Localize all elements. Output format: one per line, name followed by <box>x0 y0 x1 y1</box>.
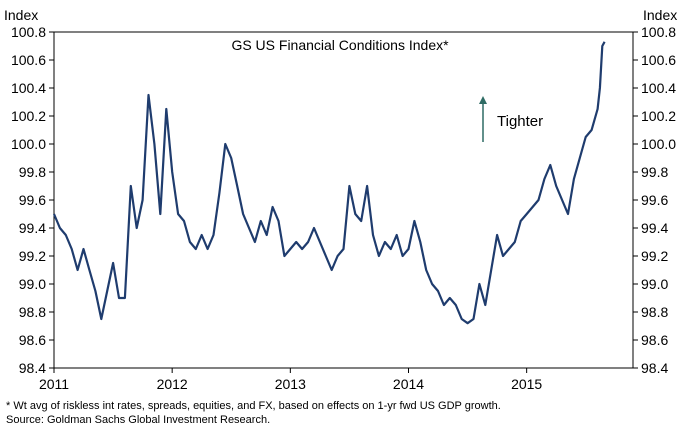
tighter-label: Tighter <box>497 113 543 130</box>
x-tick-label: 2015 <box>511 376 542 392</box>
right-y-axis: 100.8 100.6 100.4 100.2 100.0 99.8 99.6 99.4 99.… <box>633 24 676 376</box>
right-y-tick-label: 99.6 <box>641 192 668 208</box>
right-y-tick-label: 100.4 <box>641 80 676 96</box>
right-axis-unit: Index <box>643 7 677 23</box>
plot-frame <box>53 31 634 369</box>
right-y-tick-label: 98.8 <box>641 304 668 320</box>
left-y-tick-label: 99.0 <box>19 276 46 292</box>
left-y-tick-label: 100.0 <box>11 136 46 152</box>
left-y-tick-label: 98.8 <box>19 304 46 320</box>
left-y-axis: 100.8 100.6 100.4 100.2 100.0 99.8 99.6 99.4 99.… <box>11 24 54 376</box>
right-y-tick-label: 99.0 <box>641 276 668 292</box>
right-y-tick-label: 100.6 <box>641 52 676 68</box>
left-y-tick-label: 100.8 <box>11 24 46 40</box>
x-axis: 2011 2012 2013 2014 2015 <box>39 368 542 392</box>
right-y-tick-label: 99.2 <box>641 248 668 264</box>
left-y-tick-label: 98.4 <box>19 360 46 376</box>
right-y-tick-label: 100.8 <box>641 24 676 40</box>
chart-title: GS US Financial Conditions Index* <box>231 37 449 53</box>
fci-series-line <box>52 41 606 325</box>
left-y-tick-label: 99.6 <box>19 192 46 208</box>
left-y-tick-label: 100.6 <box>11 52 46 68</box>
right-y-tick-label: 100.2 <box>641 108 676 124</box>
left-y-tick-label: 99.4 <box>19 220 46 236</box>
right-y-tick-label: 100.0 <box>641 136 676 152</box>
right-y-tick-label: 98.6 <box>641 332 668 348</box>
left-y-tick-label: 99.2 <box>19 248 46 264</box>
x-tick-label: 2014 <box>393 376 424 392</box>
left-y-tick-label: 98.6 <box>19 332 46 348</box>
right-y-tick-label: 98.4 <box>641 360 668 376</box>
source-note: Source: Goldman Sachs Global Investment … <box>6 414 271 426</box>
left-y-tick-label: 99.8 <box>19 164 46 180</box>
right-y-tick-label: 99.4 <box>641 220 668 236</box>
left-y-tick-label: 100.4 <box>11 80 46 96</box>
x-tick-label: 2012 <box>157 376 188 392</box>
tighter-arrow <box>479 96 487 142</box>
right-y-tick-label: 99.8 <box>641 164 668 180</box>
x-tick-label: 2013 <box>275 376 306 392</box>
left-y-tick-label: 100.2 <box>11 108 46 124</box>
footnote: * Wt avg of riskless int rates, spreads,… <box>6 400 501 412</box>
left-axis-unit: Index <box>4 7 38 23</box>
x-tick-label: 2011 <box>39 376 69 392</box>
